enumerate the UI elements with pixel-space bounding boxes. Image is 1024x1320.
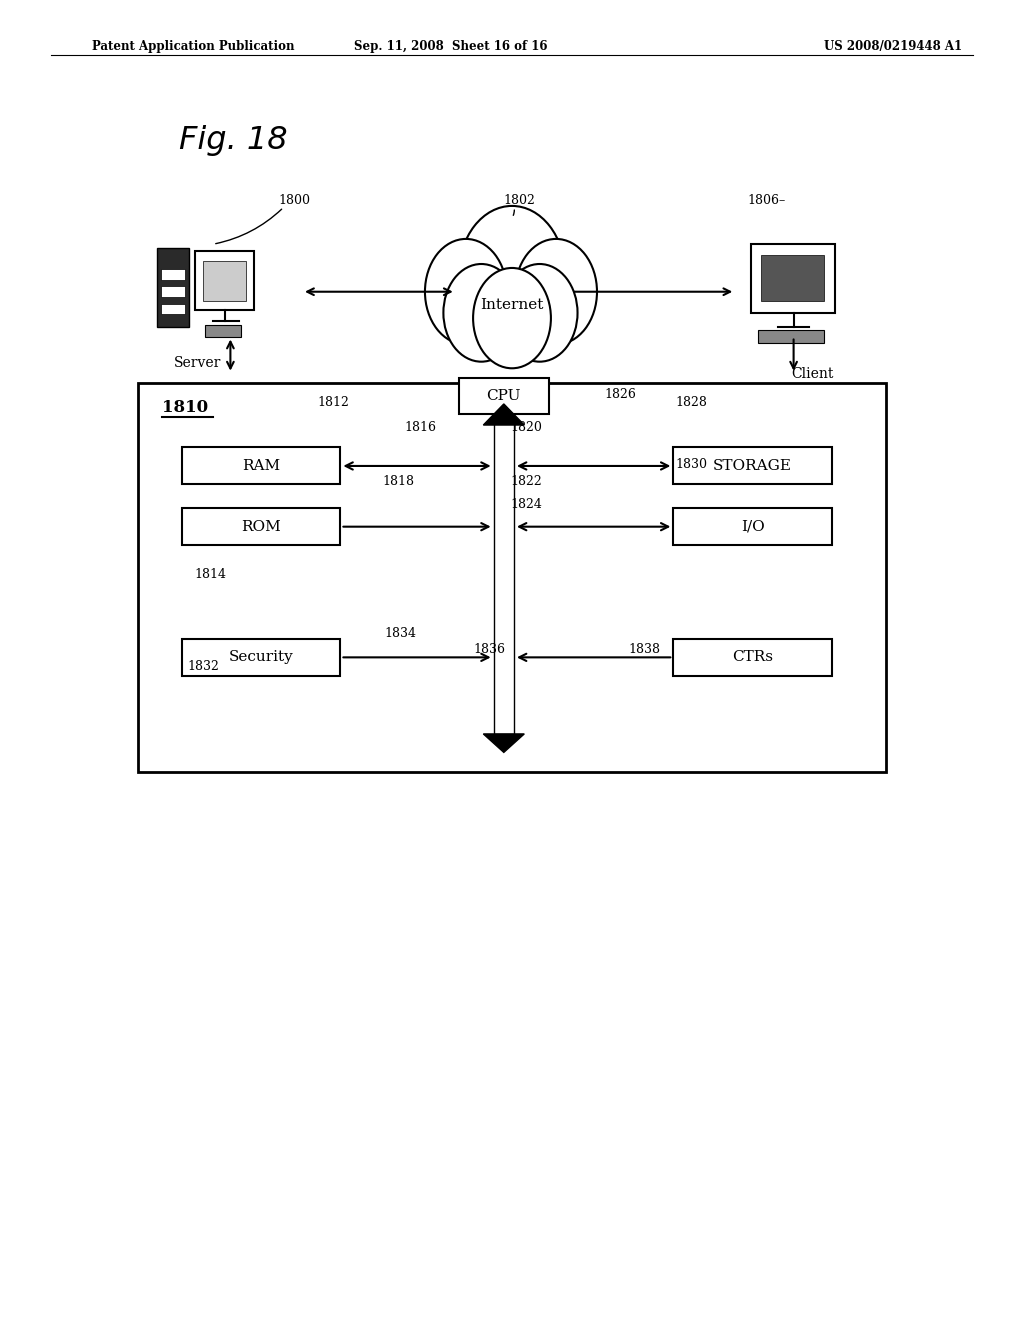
Text: 1818: 1818 — [382, 475, 414, 488]
Circle shape — [473, 268, 551, 368]
Circle shape — [425, 239, 507, 345]
FancyBboxPatch shape — [761, 255, 824, 301]
Text: Security: Security — [228, 651, 294, 664]
FancyBboxPatch shape — [161, 269, 185, 280]
FancyBboxPatch shape — [138, 383, 886, 772]
FancyBboxPatch shape — [157, 248, 189, 327]
FancyBboxPatch shape — [195, 251, 254, 310]
Text: ROM: ROM — [242, 520, 281, 533]
Circle shape — [459, 206, 565, 343]
FancyBboxPatch shape — [674, 639, 831, 676]
Text: 1810: 1810 — [162, 399, 208, 416]
Text: 1830: 1830 — [676, 458, 708, 471]
Text: 1832: 1832 — [187, 660, 219, 673]
FancyBboxPatch shape — [494, 417, 514, 734]
Text: 1828: 1828 — [676, 396, 708, 409]
Text: CPU: CPU — [486, 389, 521, 403]
Text: Internet: Internet — [480, 298, 544, 312]
Text: 1806–: 1806– — [748, 194, 785, 207]
FancyBboxPatch shape — [182, 447, 340, 484]
Circle shape — [443, 264, 519, 362]
FancyBboxPatch shape — [674, 447, 831, 484]
Text: Patent Application Publication: Patent Application Publication — [92, 40, 295, 53]
Text: 1800: 1800 — [279, 194, 310, 207]
Text: 1802: 1802 — [504, 194, 536, 207]
FancyBboxPatch shape — [182, 508, 340, 545]
Text: Client: Client — [791, 367, 834, 381]
FancyBboxPatch shape — [161, 304, 185, 314]
Text: 1834: 1834 — [384, 627, 416, 640]
FancyBboxPatch shape — [751, 244, 835, 313]
FancyBboxPatch shape — [758, 330, 824, 343]
Text: I/O: I/O — [740, 520, 765, 533]
Text: Fig. 18: Fig. 18 — [179, 125, 288, 156]
Circle shape — [502, 264, 578, 362]
FancyBboxPatch shape — [205, 325, 241, 337]
Polygon shape — [483, 404, 524, 425]
Text: 1820: 1820 — [510, 421, 542, 434]
Text: 1816: 1816 — [404, 421, 436, 434]
FancyBboxPatch shape — [161, 286, 185, 297]
Text: 1836: 1836 — [473, 643, 505, 656]
Text: 1812: 1812 — [317, 396, 349, 409]
FancyBboxPatch shape — [203, 261, 246, 301]
Text: 1826: 1826 — [604, 388, 636, 401]
Text: 1838: 1838 — [629, 643, 660, 656]
Text: 1822: 1822 — [510, 475, 542, 488]
Text: CTRs: CTRs — [732, 651, 773, 664]
FancyBboxPatch shape — [182, 639, 340, 676]
FancyBboxPatch shape — [674, 508, 831, 545]
Circle shape — [515, 239, 597, 345]
Text: STORAGE: STORAGE — [713, 459, 793, 473]
Text: Server: Server — [174, 356, 221, 371]
Polygon shape — [483, 734, 524, 752]
Text: 1814: 1814 — [195, 568, 226, 581]
Text: Sep. 11, 2008  Sheet 16 of 16: Sep. 11, 2008 Sheet 16 of 16 — [354, 40, 547, 53]
Text: 1824: 1824 — [510, 498, 542, 511]
FancyBboxPatch shape — [459, 378, 549, 414]
Text: US 2008/0219448 A1: US 2008/0219448 A1 — [824, 40, 963, 53]
Text: RAM: RAM — [242, 459, 281, 473]
